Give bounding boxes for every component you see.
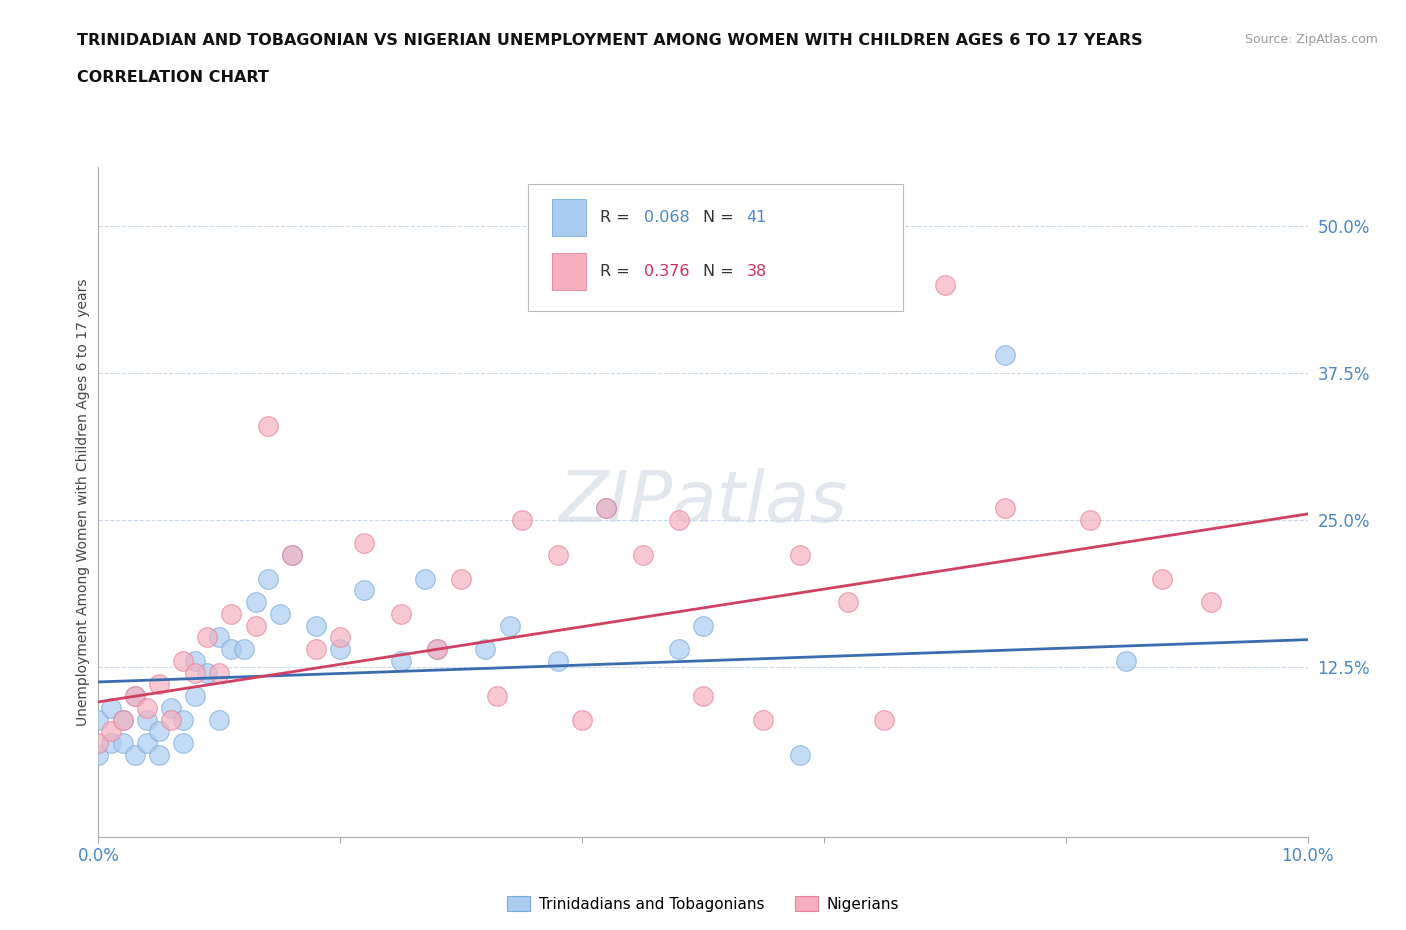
Point bbox=[595, 500, 617, 515]
Point bbox=[100, 700, 122, 715]
Point bbox=[87, 736, 110, 751]
Point bbox=[184, 654, 207, 669]
Point bbox=[124, 748, 146, 763]
Point bbox=[195, 665, 218, 680]
FancyBboxPatch shape bbox=[551, 199, 586, 236]
Point bbox=[413, 571, 436, 586]
Point bbox=[172, 712, 194, 727]
Point bbox=[124, 688, 146, 703]
Point bbox=[100, 736, 122, 751]
Text: N =: N = bbox=[703, 210, 740, 225]
Point bbox=[752, 712, 775, 727]
Point bbox=[135, 700, 157, 715]
Point bbox=[124, 688, 146, 703]
Point bbox=[426, 642, 449, 657]
Point bbox=[789, 548, 811, 563]
Point bbox=[184, 665, 207, 680]
FancyBboxPatch shape bbox=[527, 184, 903, 312]
Point bbox=[692, 688, 714, 703]
Point bbox=[281, 548, 304, 563]
Point bbox=[87, 712, 110, 727]
Point bbox=[450, 571, 472, 586]
Point bbox=[1115, 654, 1137, 669]
Text: R =: R = bbox=[600, 210, 636, 225]
Point bbox=[269, 606, 291, 621]
Point bbox=[994, 500, 1017, 515]
Point bbox=[547, 548, 569, 563]
Point bbox=[184, 688, 207, 703]
Point bbox=[389, 606, 412, 621]
Point bbox=[135, 736, 157, 751]
Point bbox=[111, 712, 134, 727]
Point bbox=[111, 712, 134, 727]
Point bbox=[426, 642, 449, 657]
Point bbox=[148, 724, 170, 738]
Point bbox=[256, 571, 278, 586]
Point bbox=[631, 548, 654, 563]
Point bbox=[498, 618, 520, 633]
Point bbox=[668, 642, 690, 657]
Point bbox=[172, 654, 194, 669]
Point bbox=[87, 748, 110, 763]
Point bbox=[208, 630, 231, 644]
Text: N =: N = bbox=[703, 264, 740, 279]
Point bbox=[329, 642, 352, 657]
Point bbox=[160, 712, 183, 727]
Text: R =: R = bbox=[600, 264, 636, 279]
Point bbox=[329, 630, 352, 644]
Point bbox=[510, 512, 533, 527]
Point bbox=[486, 688, 509, 703]
Point bbox=[571, 712, 593, 727]
Text: 0.376: 0.376 bbox=[644, 264, 689, 279]
Point bbox=[256, 418, 278, 433]
Point bbox=[195, 630, 218, 644]
Point bbox=[1199, 594, 1222, 609]
Point bbox=[208, 665, 231, 680]
Point bbox=[789, 748, 811, 763]
Point bbox=[994, 348, 1017, 363]
Point bbox=[221, 642, 243, 657]
Point bbox=[595, 500, 617, 515]
Point bbox=[837, 594, 859, 609]
Point bbox=[353, 536, 375, 551]
Point bbox=[1152, 571, 1174, 586]
Point bbox=[1078, 512, 1101, 527]
Point bbox=[668, 512, 690, 527]
Point bbox=[245, 594, 267, 609]
Point bbox=[100, 724, 122, 738]
Point bbox=[232, 642, 254, 657]
Point bbox=[305, 642, 328, 657]
Point bbox=[148, 677, 170, 692]
Text: 41: 41 bbox=[747, 210, 766, 225]
Point bbox=[873, 712, 896, 727]
Point bbox=[305, 618, 328, 633]
Point bbox=[160, 700, 183, 715]
Point bbox=[111, 736, 134, 751]
Point bbox=[934, 277, 956, 292]
Point bbox=[547, 654, 569, 669]
Text: 38: 38 bbox=[747, 264, 766, 279]
Point bbox=[221, 606, 243, 621]
Text: TRINIDADIAN AND TOBAGONIAN VS NIGERIAN UNEMPLOYMENT AMONG WOMEN WITH CHILDREN AG: TRINIDADIAN AND TOBAGONIAN VS NIGERIAN U… bbox=[77, 33, 1143, 47]
Point bbox=[172, 736, 194, 751]
Point bbox=[135, 712, 157, 727]
Text: CORRELATION CHART: CORRELATION CHART bbox=[77, 70, 269, 85]
Point bbox=[353, 583, 375, 598]
Point bbox=[148, 748, 170, 763]
Text: Source: ZipAtlas.com: Source: ZipAtlas.com bbox=[1244, 33, 1378, 46]
Y-axis label: Unemployment Among Women with Children Ages 6 to 17 years: Unemployment Among Women with Children A… bbox=[76, 278, 90, 726]
FancyBboxPatch shape bbox=[551, 253, 586, 289]
Point bbox=[245, 618, 267, 633]
Point bbox=[281, 548, 304, 563]
Text: 0.068: 0.068 bbox=[644, 210, 689, 225]
Text: ZIPatlas: ZIPatlas bbox=[558, 468, 848, 537]
Point bbox=[208, 712, 231, 727]
Point bbox=[389, 654, 412, 669]
Legend: Trinidadians and Tobagonians, Nigerians: Trinidadians and Tobagonians, Nigerians bbox=[501, 889, 905, 918]
Point bbox=[474, 642, 496, 657]
Point bbox=[692, 618, 714, 633]
